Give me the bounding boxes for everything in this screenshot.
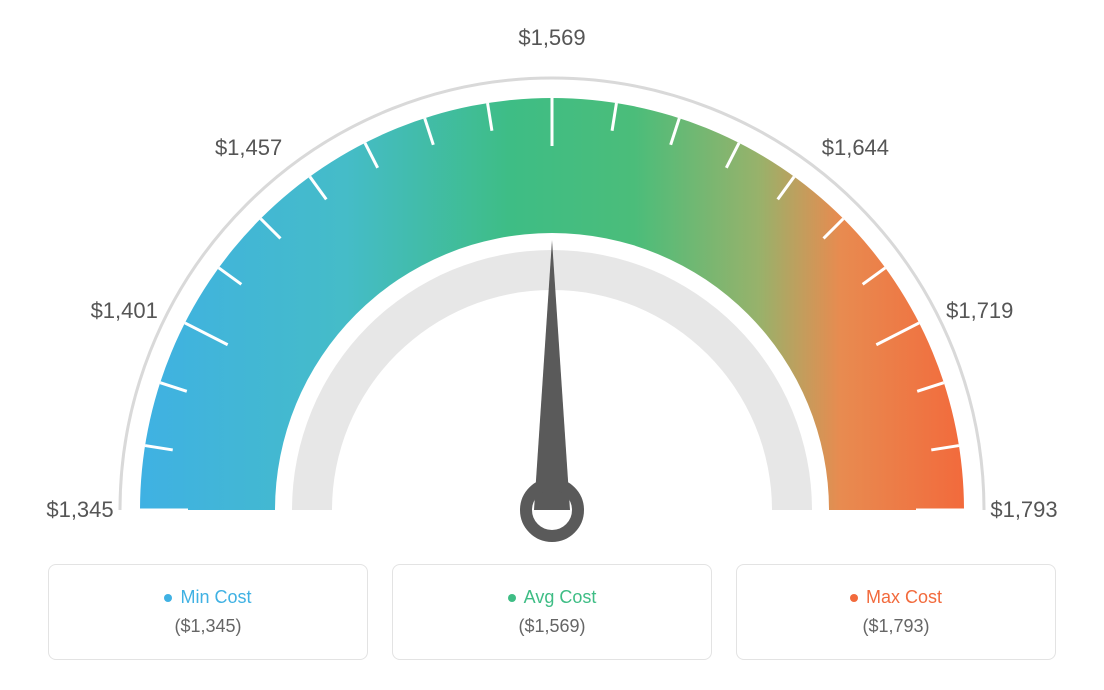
max-cost-label: Max Cost xyxy=(866,587,942,608)
min-cost-label: Min Cost xyxy=(180,587,251,608)
cost-cards-row: Min Cost ($1,345) Avg Cost ($1,569) Max … xyxy=(48,564,1056,660)
max-cost-value: ($1,793) xyxy=(862,616,929,637)
gauge-tick-label: $1,401 xyxy=(91,298,158,324)
avg-dot xyxy=(508,594,516,602)
avg-cost-label: Avg Cost xyxy=(524,587,597,608)
min-dot xyxy=(164,594,172,602)
gauge-container: $1,345$1,401$1,457$1,569$1,644$1,719$1,7… xyxy=(52,40,1052,560)
avg-cost-card: Avg Cost ($1,569) xyxy=(392,564,712,660)
gauge-tick-label: $1,644 xyxy=(822,135,889,161)
max-cost-card: Max Cost ($1,793) xyxy=(736,564,1056,660)
avg-cost-value: ($1,569) xyxy=(518,616,585,637)
min-cost-value: ($1,345) xyxy=(174,616,241,637)
gauge-tick-label: $1,719 xyxy=(946,298,1013,324)
gauge-tick-label: $1,345 xyxy=(46,497,113,523)
min-cost-card: Min Cost ($1,345) xyxy=(48,564,368,660)
max-dot xyxy=(850,594,858,602)
gauge-tick-label: $1,457 xyxy=(215,135,282,161)
gauge-tick-label: $1,793 xyxy=(990,497,1057,523)
gauge-tick-label: $1,569 xyxy=(518,25,585,51)
gauge-chart xyxy=(52,40,1052,560)
